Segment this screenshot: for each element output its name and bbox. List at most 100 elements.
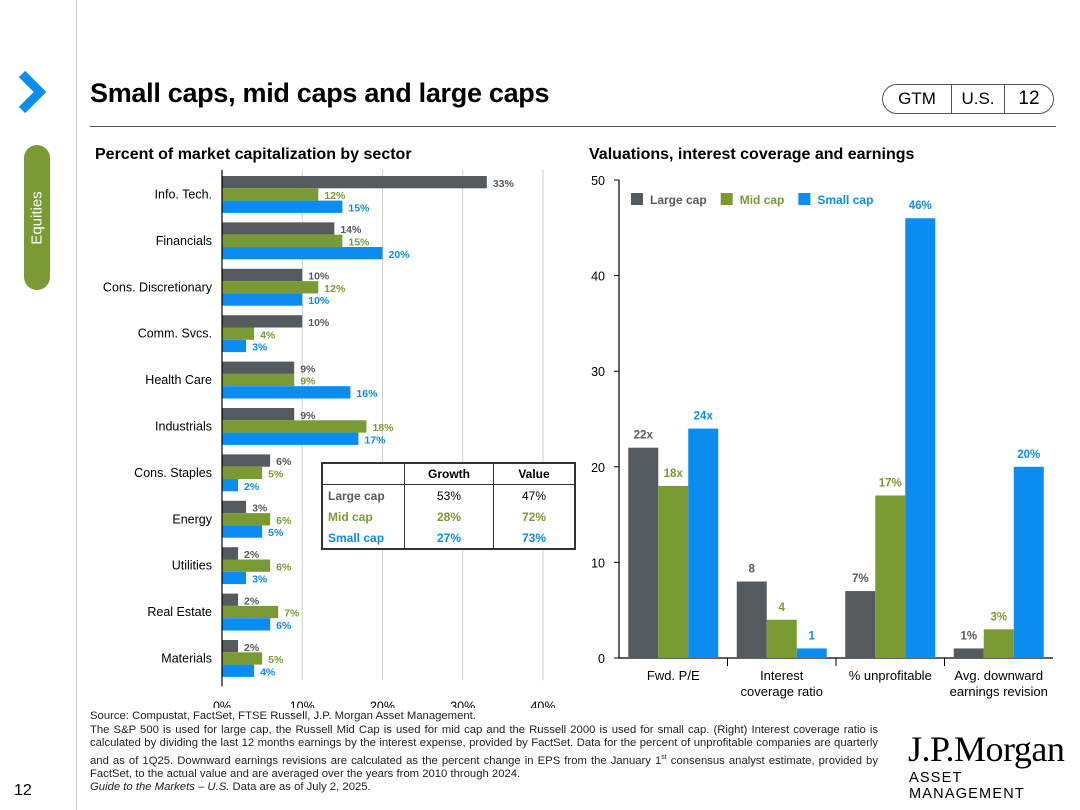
bar-large-cap [628, 447, 659, 658]
data-label: 6% [276, 456, 292, 468]
data-label: 3% [990, 611, 1007, 623]
footnote-source: Source: Compustat, FactSet, FTSE Russell… [90, 710, 476, 722]
x-tick-label: 40% [530, 699, 555, 708]
badge-region: U.S. [951, 85, 1004, 113]
data-label: 17% [364, 434, 386, 446]
data-label: 4% [260, 666, 276, 678]
bar-large-cap [222, 176, 487, 189]
data-label: 20% [1017, 449, 1040, 461]
data-label: 15% [348, 202, 370, 214]
data-label: 18x [664, 468, 684, 480]
y-tick-label: 0 [598, 652, 605, 666]
data-label: 3% [252, 342, 268, 354]
bar-small-cap [222, 339, 247, 353]
bar-mid-cap [222, 327, 255, 340]
section-tab-equities[interactable]: Equities [24, 145, 50, 290]
category-label: earnings revision [950, 684, 1048, 699]
y-tick-label: 10 [591, 556, 605, 570]
bar-small-cap [222, 432, 359, 445]
data-label: 4% [260, 329, 276, 341]
category-label: coverage ratio [741, 684, 823, 699]
data-label: 18% [372, 422, 394, 434]
sidebar-divider [76, 0, 77, 810]
bar-mid-cap [875, 495, 906, 658]
bar-mid-cap [222, 605, 279, 619]
y-tick-label: 50 [591, 174, 605, 188]
data-label: 12% [324, 190, 346, 202]
bar-mid-cap [222, 466, 263, 479]
legend-label: Small cap [817, 193, 873, 207]
bar-small-cap [222, 479, 239, 492]
bar-small-cap [222, 200, 343, 213]
category-label: Utilities [172, 559, 212, 573]
table-cell: 28% [404, 506, 494, 527]
page-number: 12 [14, 782, 32, 799]
data-label: 3% [252, 574, 268, 586]
data-label: 12% [324, 283, 346, 295]
bar-mid-cap [222, 234, 343, 247]
x-tick-label: 0% [213, 699, 231, 708]
bar-mid-cap [222, 420, 367, 433]
table-cell: 27% [404, 527, 494, 549]
table-row: Large cap 53% 47% [322, 484, 575, 506]
bar-small-cap [222, 571, 247, 585]
data-label: 6% [276, 561, 292, 573]
data-label: 9% [300, 363, 316, 375]
source-footnote: Source: Compustat, FactSet, FTSE Russell… [90, 710, 878, 795]
data-label: 17% [879, 477, 902, 489]
data-label: 5% [268, 527, 284, 539]
data-label: 2% [244, 595, 260, 607]
data-label: 7% [852, 573, 869, 585]
bar-small-cap [222, 293, 303, 306]
footnote-text: The S&P 500 is used for large cap, the R… [90, 723, 878, 767]
bar-small-cap [1013, 466, 1044, 658]
data-label: 2% [244, 481, 260, 493]
data-label: 2% [244, 642, 260, 654]
section-tab-label: Equities [28, 190, 46, 245]
bar-large-cap [953, 648, 984, 658]
y-tick-label: 20 [591, 461, 605, 475]
bar-small-cap [222, 525, 263, 538]
table-cell: 73% [521, 530, 547, 545]
data-label: 3% [252, 503, 268, 515]
data-label: 6% [276, 620, 292, 632]
category-label: Cons. Staples [134, 466, 212, 480]
row-label-large: Large cap [322, 484, 405, 506]
bar-mid-cap [222, 373, 295, 387]
data-label: 14% [340, 224, 362, 236]
data-label: 9% [300, 376, 316, 388]
y-tick-label: 40 [591, 270, 605, 284]
asset-management-label: ASSET MANAGEMENT [909, 770, 1025, 802]
bar-large-cap [222, 222, 335, 235]
badge-gtm: GTM [898, 89, 936, 108]
table-cell: 72% [521, 509, 547, 524]
category-label: Fwd. P/E [647, 668, 700, 683]
data-label: 22x [634, 430, 654, 442]
bar-small-cap [222, 618, 271, 631]
data-label: 46% [909, 200, 932, 212]
data-label: 24x [694, 411, 714, 423]
category-label: Health Care [145, 373, 212, 387]
chevron-right-icon [18, 70, 47, 114]
category-label: Cons. Discretionary [103, 280, 213, 294]
legend-label: Large cap [650, 193, 707, 207]
legend-swatch [720, 193, 733, 205]
growth-value-table: Growth Value Large cap 53% 47% Mid cap 2… [321, 462, 576, 550]
bar-mid-cap [222, 652, 263, 665]
bar-small-cap [905, 218, 936, 659]
bar-large-cap [222, 640, 239, 653]
category-label: Energy [172, 512, 212, 526]
category-label: Avg. downward [954, 668, 1043, 683]
category-label: Comm. Svcs. [138, 327, 212, 341]
data-label: 1% [960, 630, 977, 642]
valuation-chart-title: Valuations, interest coverage and earnin… [589, 146, 915, 163]
category-label: Industrials [155, 419, 212, 433]
footnote-date: Guide to the Markets – U.S. Data are as … [90, 781, 878, 795]
bar-mid-cap [222, 281, 319, 294]
bar-mid-cap [983, 629, 1014, 658]
title-divider [90, 126, 1056, 127]
sector-chart-title: Percent of market capitalization by sect… [95, 146, 412, 163]
category-label: Info. Tech. [155, 187, 212, 201]
x-tick-label: 20% [370, 699, 395, 708]
data-label: 10% [308, 295, 330, 307]
